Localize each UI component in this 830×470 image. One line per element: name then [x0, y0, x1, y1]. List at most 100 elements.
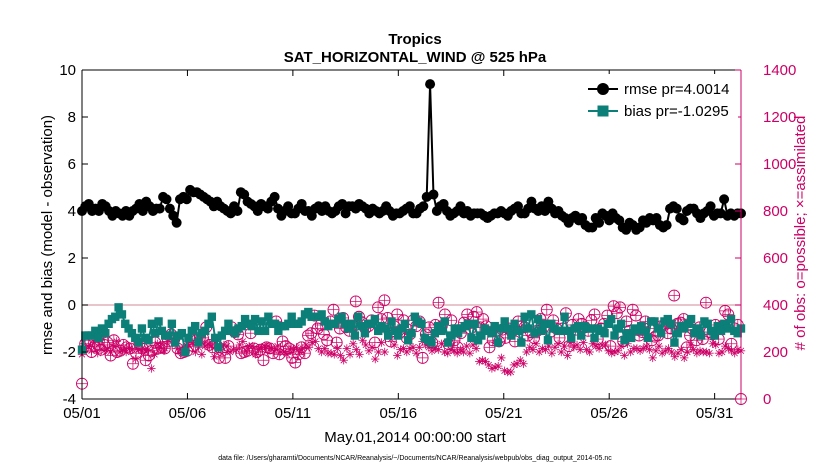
bias-point — [250, 314, 260, 324]
bias-point — [137, 324, 147, 333]
obs-assimilated-point — [471, 344, 481, 353]
bias-point — [683, 319, 692, 328]
obs-assimilated-point — [705, 348, 714, 358]
bias-point — [696, 331, 706, 340]
bias-point — [560, 312, 569, 321]
bias-point — [650, 317, 659, 326]
obs-assimilated-point — [579, 338, 588, 347]
obs-assimilated-point — [320, 344, 329, 353]
rmse-point — [171, 217, 182, 228]
bias-point — [367, 319, 376, 328]
obs-assimilated-point — [686, 340, 695, 350]
obs-assimilated-point — [251, 350, 260, 359]
bias-point — [640, 326, 649, 336]
bias-point — [587, 324, 596, 333]
y-left-tick-label: 10 — [59, 62, 76, 79]
obs-assimilated-point — [348, 339, 358, 348]
x-tick-label: 05/06 — [169, 405, 207, 422]
bias-point — [523, 324, 533, 333]
bias-point — [633, 326, 643, 336]
obs-assimilated-point — [367, 343, 377, 352]
bias-point — [237, 321, 246, 331]
bias-point — [626, 333, 636, 343]
bias-point — [167, 319, 177, 328]
obs-assimilated-point — [106, 347, 115, 357]
bias-point — [543, 336, 553, 345]
obs-assimilated-point — [648, 353, 657, 363]
y-axis-left-label: rmse and bias (model - observation) — [39, 115, 56, 355]
legend-entry-rmse: rmse pr=4.0014 — [588, 81, 729, 98]
obs-possible-point — [607, 300, 620, 313]
rmse-point — [671, 203, 682, 214]
bias-series — [77, 303, 746, 357]
obs-assimilated-point — [683, 347, 692, 357]
obs-possible-point — [432, 296, 445, 309]
bias-point — [94, 333, 103, 343]
obs-assimilated-point — [494, 361, 503, 371]
obs-possible-point — [378, 294, 391, 307]
bias-point — [600, 329, 609, 338]
bias-point — [470, 319, 479, 328]
rmse-point — [425, 79, 436, 90]
tick-layer: 05/01 05/06 05/11 05/16 05/21 05/26 05/31 -4 -2 0… — [59, 62, 796, 422]
bias-point — [374, 326, 383, 336]
obs-assimilated-point — [336, 351, 345, 360]
bias-point — [527, 310, 536, 319]
bias-point — [616, 319, 626, 328]
obs-possible-point — [470, 306, 483, 318]
bias-point — [344, 324, 353, 333]
bias-point — [590, 333, 599, 343]
bias-point — [610, 331, 619, 340]
obs-possible-point — [588, 308, 601, 321]
bias-point — [117, 310, 127, 319]
legend-marker — [597, 83, 609, 95]
bias-point — [417, 319, 426, 328]
bias-point — [220, 326, 230, 336]
y-right-tick-label: 1000 — [763, 156, 796, 173]
bias-point — [390, 326, 400, 336]
rmse-point — [232, 206, 243, 216]
bias-point — [287, 312, 296, 321]
obs-assimilated-point — [651, 346, 661, 356]
bias-point — [690, 329, 699, 338]
bias-point — [210, 333, 220, 343]
bias-point — [467, 333, 476, 343]
obs-assimilated-point — [547, 348, 557, 358]
bias-point — [623, 329, 633, 338]
obs-assimilated-point — [355, 350, 364, 359]
obs-possible-point — [302, 329, 314, 342]
y-left-tick-label: 6 — [68, 156, 76, 173]
obs-assimilated-point — [144, 345, 153, 354]
bias-point — [493, 338, 503, 347]
rmse-point — [678, 215, 689, 226]
obs-possible-point — [219, 351, 232, 364]
bias-point — [407, 329, 416, 338]
bias-point — [573, 321, 583, 331]
obs-possible-point — [540, 303, 553, 316]
bias-point — [87, 331, 97, 340]
bias-point — [317, 310, 326, 319]
bias-point — [360, 329, 370, 338]
obs-assimilated-point — [462, 341, 471, 351]
chart-subtitle: SAT_HORIZONTAL_WIND @ 525 hPa — [284, 49, 547, 66]
legend-label: bias pr=-1.0295 — [624, 103, 729, 120]
bias-point — [507, 331, 516, 340]
bias-point — [214, 343, 223, 352]
obs-assimilated-point — [339, 356, 348, 365]
legend-entry-bias: bias pr=-1.0295 — [588, 103, 729, 120]
bias-point — [194, 338, 203, 347]
bias-point — [370, 314, 380, 324]
obs-assimilated-point — [519, 359, 528, 368]
bias-point — [636, 321, 646, 331]
y-left-tick-label: 4 — [68, 203, 76, 220]
obs-assimilated-point — [522, 347, 531, 357]
obs-assimilated-point — [197, 350, 207, 359]
obs-assimilated-point — [87, 346, 96, 356]
obs-possible-point — [700, 296, 712, 309]
obs-possible-point — [629, 309, 642, 322]
bias-point — [437, 326, 446, 336]
obs-assimilated-point — [680, 353, 689, 363]
obs-assimilated-point — [645, 345, 654, 354]
